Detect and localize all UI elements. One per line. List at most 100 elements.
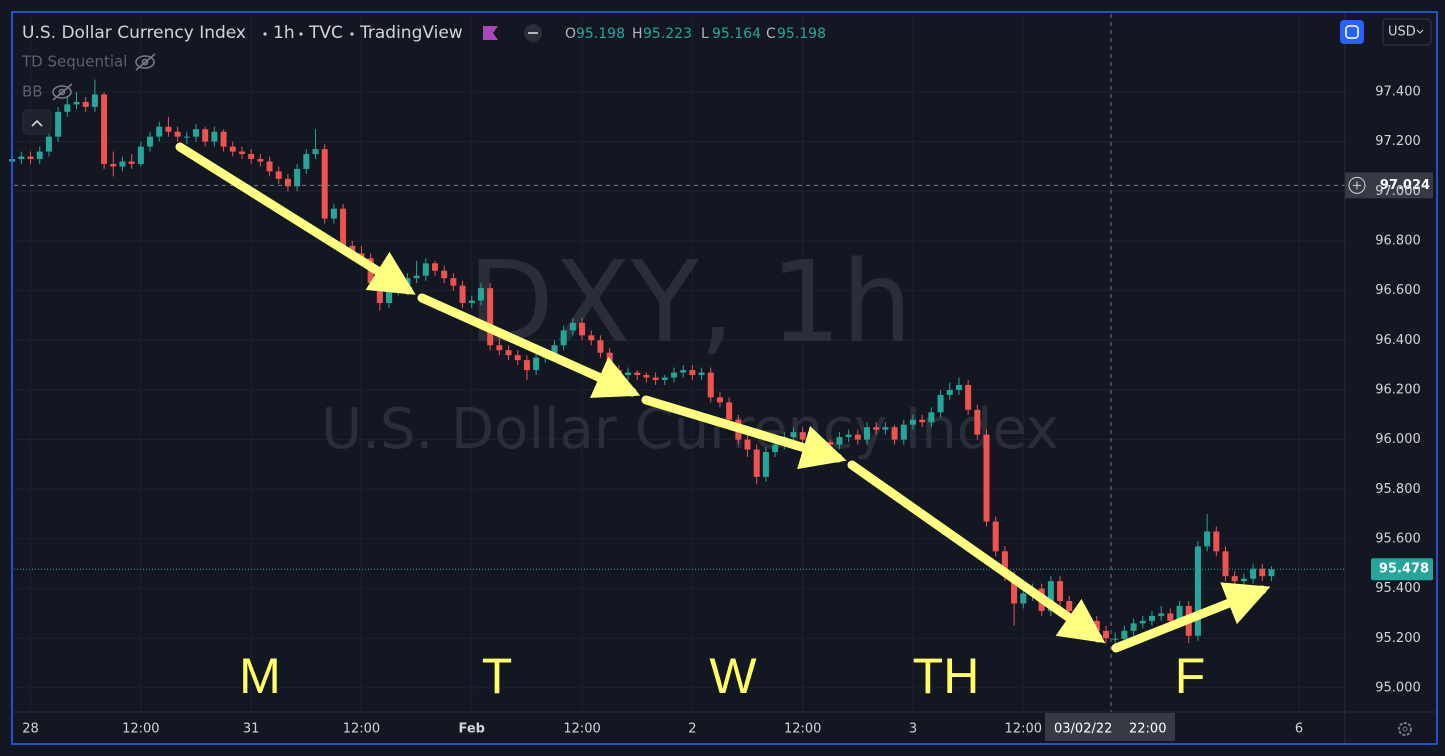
crosshair-time-label: 22:00 [1129,722,1166,737]
flag-icon[interactable] [483,26,498,40]
candle-body [689,370,696,376]
candle-body [900,424,907,440]
arrow [641,395,847,470]
candle-body [1130,623,1137,631]
candle-body [174,131,181,137]
candle-body [1121,630,1128,639]
candle-body [386,290,393,304]
candle-body [1194,546,1201,636]
candle-body [340,208,347,246]
candle-body [597,340,604,353]
watermark-symbol: DXY, 1h [468,238,913,368]
candle-body [606,352,613,371]
overlay: 95.478 97.024 03/02/22 22:00 [14,14,1433,741]
layout-icon [1345,25,1359,39]
candle-body [294,168,301,187]
header: U.S. Dollar Currency Index 1h TVC Tradin… [22,23,542,43]
y-tick-label: 95.200 [1375,631,1421,646]
y-tick-label: 96.800 [1375,233,1421,248]
candle-body [27,156,34,160]
ohlc-value: 95.198 [576,26,625,42]
candle-body [505,350,512,356]
x-tick-label: Feb [459,722,485,737]
y-tick-label: 97.000 [1375,184,1421,199]
indicators: TD Sequential BB [21,53,156,135]
arrow [417,293,641,398]
interval[interactable]: 1h [273,23,295,43]
settings-icon[interactable] [1398,722,1412,736]
candle-body [634,372,641,376]
candle-body [579,322,586,336]
indicator-name[interactable]: TD Sequential [21,53,127,71]
add-alert-button[interactable] [1348,176,1366,194]
candle-body [909,419,916,425]
candle-body [1204,531,1211,547]
candle-body [615,370,622,376]
ohlc-key: H [632,26,643,42]
candle-body [55,111,62,137]
y-tick-label: 95.800 [1375,482,1421,497]
candle-body [523,360,530,371]
day-label: F [1175,648,1206,704]
currency-button[interactable] [1382,18,1432,46]
separator [299,32,303,36]
candle-body [137,146,144,164]
candle-body [64,104,71,112]
candle-body [652,377,659,381]
candle-body [1057,581,1064,602]
candle-body [183,136,190,138]
candle-body [882,427,889,430]
x-tick-label: 31 [243,722,260,737]
candle-body [726,402,733,420]
candle-body [477,288,484,301]
hidden-icon[interactable] [52,83,73,101]
candle-body [661,377,668,381]
candle-body [441,270,448,279]
candle-body [1011,576,1018,604]
candle-body [965,384,972,410]
candle-body [1001,551,1008,577]
candle-body [275,171,282,179]
candle-body [413,275,420,279]
candle-body [18,156,25,160]
candle-body [864,427,871,440]
candle-body [1112,638,1119,640]
last-price-box [1371,558,1433,581]
settings-icon-center [1402,726,1408,732]
candle-body [330,208,337,219]
candle-body [1084,615,1091,621]
candle-body [533,357,540,371]
candle-body [643,375,650,378]
candle-body [1250,568,1257,579]
candle-body [496,345,503,351]
candle-body [220,131,227,147]
candle-body [946,389,953,395]
candle-body [468,300,475,304]
candle-body [955,384,962,390]
ohlc-legend: O 95.198 H 95.223 L 95.164 C 95.198 [565,26,826,42]
x-tick-label: 12:00 [343,722,380,737]
y-tick-label: 96.600 [1375,283,1421,298]
x-tick-label: 12:00 [563,722,600,737]
candle-body [266,161,273,172]
candle-body [193,129,200,137]
layout-button[interactable] [1340,20,1364,44]
candle-body [854,434,861,440]
x-tick-label: 12:00 [784,722,821,737]
candle-body [569,322,576,331]
candle-body [45,136,52,152]
x-tick-label: 28 [22,722,39,737]
candle-body [873,427,880,430]
candle-body [670,372,677,378]
candle-body [974,409,981,435]
candle-body [937,394,944,413]
day-label: T [482,648,513,704]
indicator-name[interactable]: BB [22,83,43,101]
x-tick-label: 3 [909,722,917,737]
hidden-icon[interactable] [135,53,156,71]
add-alert-icon [1353,181,1361,190]
candle-body [1167,613,1174,621]
candle-body [790,432,797,438]
candle-body [551,345,558,356]
